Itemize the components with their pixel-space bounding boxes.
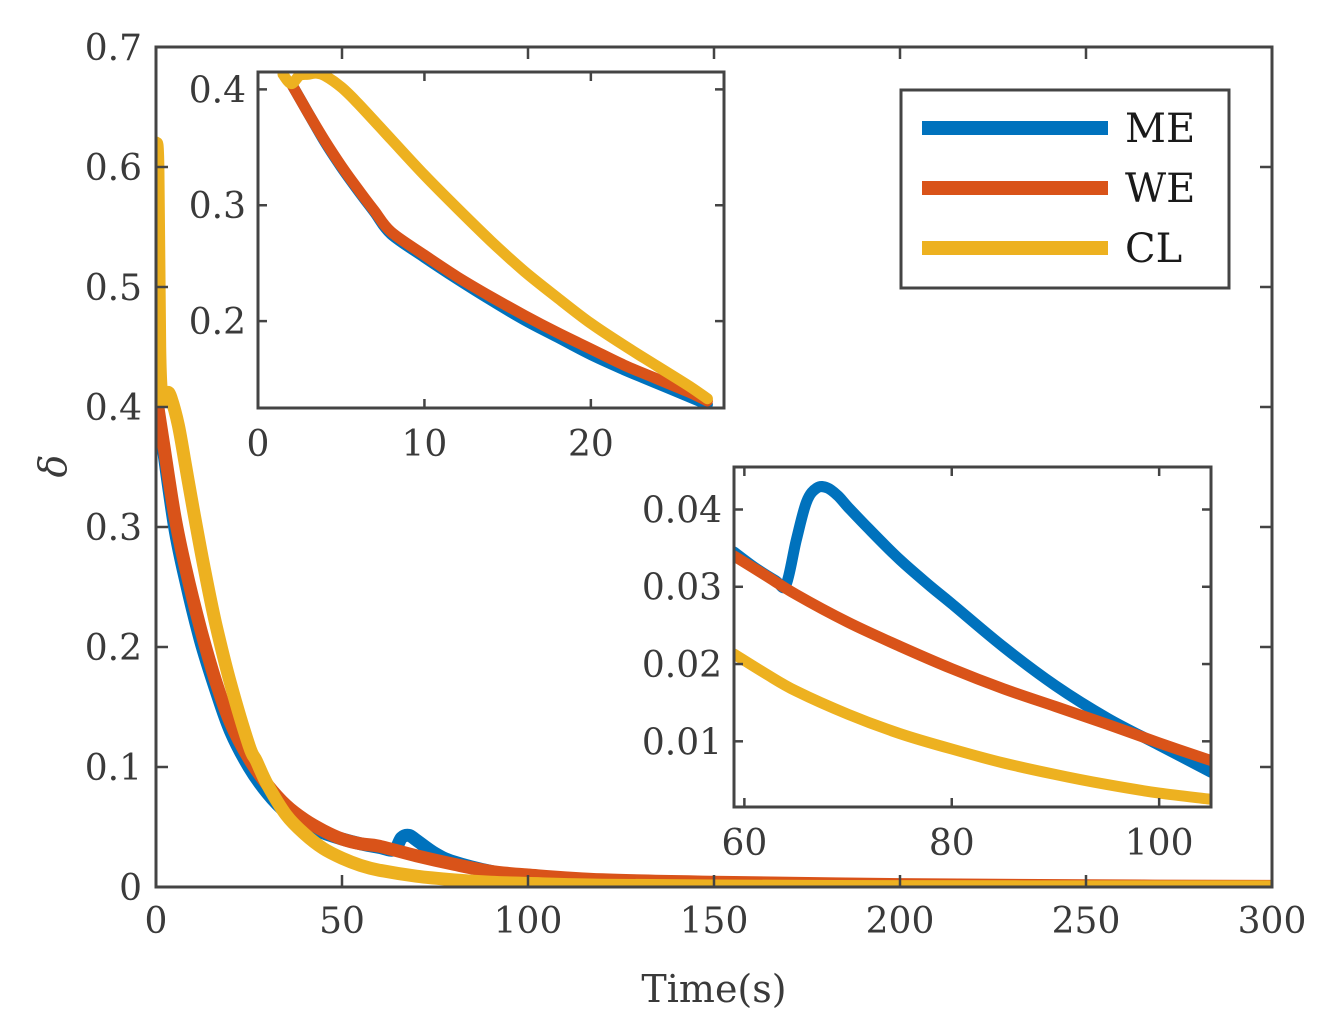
main-xtick-label: 0 xyxy=(145,901,168,942)
inset2-xtick-label: 80 xyxy=(929,823,975,864)
inset2-xtick-label: 100 xyxy=(1125,823,1194,864)
inset2-ytick-label: 0.02 xyxy=(642,645,722,686)
inset-late-frame xyxy=(732,465,1213,809)
inset-early-series-layer xyxy=(277,72,713,408)
inset2-series-cl xyxy=(734,648,1211,805)
inset-plot-late: 60 80 100 0.01 0.02 0.03 0.04 xyxy=(642,465,1213,864)
main-ytick-label: 0.5 xyxy=(85,268,142,309)
inset1-series-we xyxy=(285,78,713,407)
inset1-ytick-label: 0.3 xyxy=(189,186,246,227)
inset2-ytick-label: 0.03 xyxy=(642,568,722,609)
inset-late-ticks: 60 80 100 0.01 0.02 0.03 0.04 xyxy=(642,467,1211,864)
main-ytick-label: 0.2 xyxy=(85,628,142,669)
inset1-xtick-label: 20 xyxy=(568,424,614,465)
main-ytick-label: 0.1 xyxy=(85,748,142,789)
legend: ME WE CL xyxy=(899,88,1231,290)
inset-plot-early: 0 10 20 0.2 0.3 0.4 xyxy=(189,70,726,465)
inset-late-series-layer xyxy=(734,481,1211,805)
inset2-ytick-label: 0.01 xyxy=(642,722,722,763)
main-xtick-label: 250 xyxy=(1052,901,1121,942)
inset1-xtick-label: 0 xyxy=(247,424,270,465)
inset2-ytick-label: 0.04 xyxy=(642,490,722,531)
inset1-ytick-label: 0.4 xyxy=(189,70,246,111)
inset-early-ticks: 0 10 20 0.2 0.3 0.4 xyxy=(189,70,724,465)
main-ytick-label: 0.4 xyxy=(85,388,142,429)
inset1-xtick-label: 10 xyxy=(402,424,448,465)
main-xtick-label: 100 xyxy=(494,901,563,942)
y-axis-label: δ xyxy=(31,455,75,478)
inset1-ytick-label: 0.2 xyxy=(189,302,246,343)
legend-label-me: ME xyxy=(1125,106,1195,152)
main-ytick-label: 0 xyxy=(119,868,142,909)
main-ytick-label: 0.7 xyxy=(85,28,142,69)
legend-label-we: WE xyxy=(1125,166,1195,212)
main-xtick-label: 50 xyxy=(319,901,365,942)
main-ytick-label: 0.6 xyxy=(85,148,142,189)
legend-label-cl: CL xyxy=(1125,226,1182,272)
main-ytick-label: 0.3 xyxy=(85,508,142,549)
main-xtick-label: 200 xyxy=(866,901,935,942)
inset2-xtick-label: 60 xyxy=(721,823,767,864)
inset-early-frame xyxy=(256,70,726,410)
x-axis-label: Time(s) xyxy=(641,967,786,1011)
inset1-series-cl xyxy=(277,72,713,405)
inset2-series-we xyxy=(734,550,1211,767)
main-xtick-label: 150 xyxy=(680,901,749,942)
main-xtick-label: 300 xyxy=(1238,901,1307,942)
